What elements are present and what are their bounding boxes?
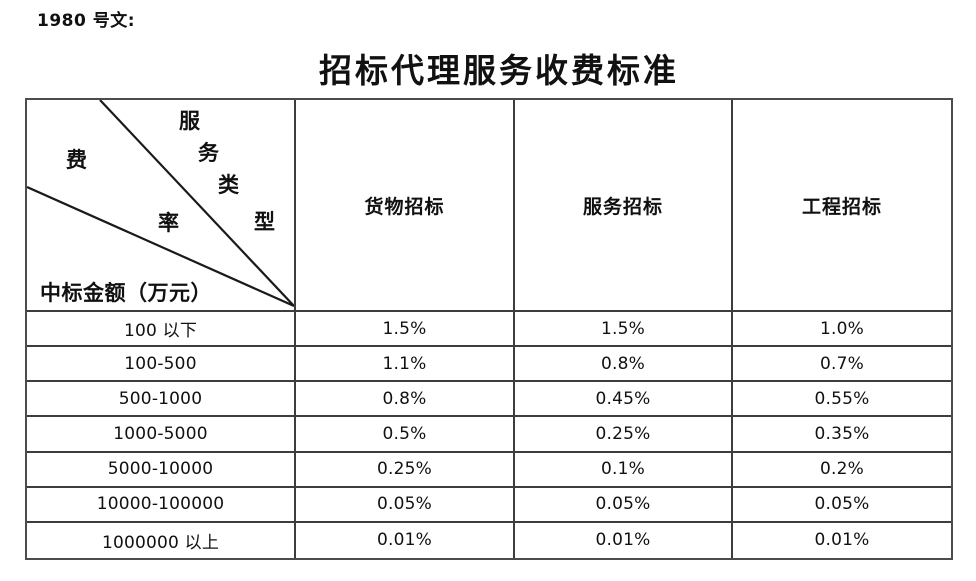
fee-standard-table: 服 务 类 型 费 率 中标金额（万元） 货物招标 服务招标 工程招标 100 …	[25, 98, 953, 560]
corner-axis-fee-rate-char: 费	[66, 148, 87, 172]
row-label: 500-1000	[27, 382, 296, 418]
fee-cell: 1.1%	[296, 347, 515, 383]
document-ref-label: 1980 号文:	[37, 11, 136, 31]
row-label: 1000000 以上	[27, 522, 296, 558]
column-header-goods: 货物招标	[296, 100, 515, 312]
fee-cell: 0.7%	[733, 347, 951, 383]
fee-cell: 0.35%	[733, 417, 951, 453]
corner-axis-service-type-char: 类	[218, 173, 239, 197]
column-header-engineering: 工程招标	[733, 100, 951, 312]
fee-cell: 1.0%	[733, 312, 951, 348]
fee-cell: 0.45%	[515, 382, 733, 418]
fee-cell: 0.5%	[296, 417, 515, 453]
fee-cell: 0.8%	[296, 382, 515, 418]
diagonal-divider-lines	[27, 100, 294, 308]
row-label: 100 以下	[27, 312, 296, 348]
fee-cell: 0.55%	[733, 382, 951, 418]
fee-cell: 0.8%	[515, 347, 733, 383]
page-title: 招标代理服务收费标准	[319, 54, 679, 90]
fee-cell: 1.5%	[296, 312, 515, 348]
row-label: 1000-5000	[27, 417, 296, 453]
fee-cell: 0.01%	[515, 522, 733, 558]
fee-cell: 1.5%	[515, 312, 733, 348]
fee-cell: 0.01%	[296, 522, 515, 558]
fee-cell: 0.25%	[515, 417, 733, 453]
fee-cell: 0.2%	[733, 453, 951, 488]
column-header-services: 服务招标	[515, 100, 733, 312]
corner-axis-service-type-char: 务	[198, 141, 219, 165]
row-label: 100-500	[27, 347, 296, 383]
fee-cell: 0.05%	[515, 487, 733, 523]
table-corner-cell: 服 务 类 型 费 率 中标金额（万元）	[27, 100, 296, 312]
row-label: 5000-10000	[27, 452, 296, 488]
fee-cell: 0.1%	[515, 452, 733, 488]
row-label: 10000-100000	[27, 487, 296, 523]
fee-cell: 0.05%	[733, 488, 951, 523]
fee-cell: 0.05%	[296, 487, 515, 523]
corner-axis-service-type-char: 服	[179, 109, 200, 133]
corner-axis-bid-amount-label: 中标金额（万元）	[40, 281, 212, 305]
fee-cell: 0.01%	[814, 530, 870, 551]
corner-axis-service-type-char: 型	[254, 210, 275, 234]
corner-axis-fee-rate-char: 率	[158, 211, 179, 235]
fee-cell: 0.25%	[296, 452, 515, 488]
